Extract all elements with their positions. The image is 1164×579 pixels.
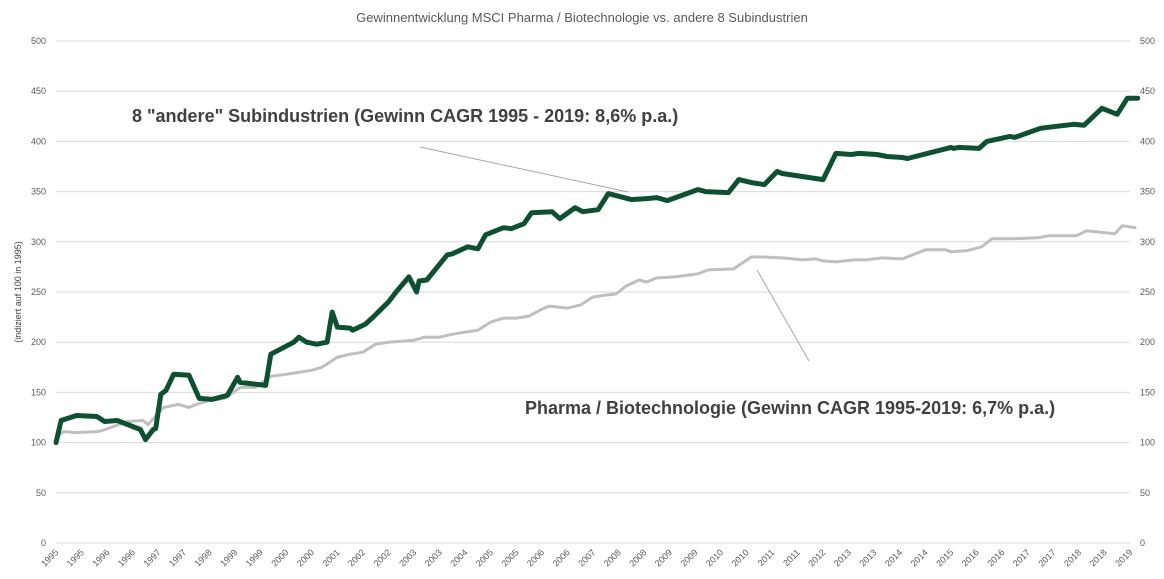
y-tick-label-right: 500 [1140,36,1155,46]
x-tick-label: 2002 [372,547,393,568]
x-tick-label: 2016 [960,547,981,568]
x-tick-label: 2006 [551,547,572,568]
y-axis-label: (indiziert auf 100 in 1995) [13,241,23,343]
y-tick-label-right: 300 [1140,237,1155,247]
x-tick-label: 2004 [448,547,469,568]
annotation-leader-line-andere [419,146,629,193]
y-tick-label-right: 0 [1140,538,1145,548]
x-tick-label: 2018 [1062,547,1083,568]
y-tick-label-left: 200 [31,337,46,347]
y-tick-label-left: 0 [41,538,46,548]
x-tick-label: 1998 [193,547,214,568]
x-tick-label: 2011 [781,547,802,568]
x-tick-label: 2013 [857,547,878,568]
x-tick-label: 1999 [218,547,239,568]
x-tick-label: 2002 [346,547,367,568]
y-tick-label-left: 350 [31,187,46,197]
x-tick-label: 2010 [730,547,751,568]
x-tick-label: 2019 [1113,547,1134,568]
x-tick-label: 2012 [806,547,827,568]
y-tick-label-left: 500 [31,36,46,46]
x-tick-label: 2015 [934,547,955,568]
x-tick-label: 1997 [141,547,162,568]
x-tick-label: 2009 [653,547,674,568]
x-tick-label: 1997 [167,547,188,568]
x-tick-label: 1999 [244,547,265,568]
y-tick-label-left: 450 [31,86,46,96]
x-tick-label: 2005 [474,547,495,568]
y-tick-label-right: 200 [1140,337,1155,347]
y-tick-label-right: 350 [1140,187,1155,197]
y-tick-label-left: 250 [31,287,46,297]
y-tick-label-right: 150 [1140,387,1155,397]
x-tick-label: 2008 [602,547,623,568]
y-tick-label-left: 150 [31,387,46,397]
y-tick-label-right: 400 [1140,136,1155,146]
y-axis-left: 0 50 100 150 200 250 300 350 400 450 500 [31,36,46,548]
x-tick-label: 2009 [678,547,699,568]
x-tick-label: 2017 [1036,547,1057,568]
y-tick-label-left: 100 [31,438,46,448]
y-axis-right: 0 50 100 150 200 250 300 350 400 450 500 [1140,36,1155,548]
annotation-leader-line-pharma [756,269,810,362]
x-tick-label: 2001 [320,547,341,568]
series-group [53,95,1141,446]
x-tick-label: 2014 [909,547,930,568]
series-line-andere-subindustrien [53,95,1141,446]
x-tick-label: 2007 [576,547,597,568]
x-tick-label: 1996 [90,547,111,568]
x-tick-label: 2014 [883,547,904,568]
annotation-andere: 8 "andere" Subindustrien (Gewinn CAGR 19… [132,106,678,126]
x-tick-label: 1995 [65,547,86,568]
x-tick-label: 2018 [1088,547,1109,568]
x-tick-label: 2005 [499,547,520,568]
x-tick-label: 2013 [832,547,853,568]
y-tick-label-right: 450 [1140,86,1155,96]
x-tick-label: 2011 [756,547,777,568]
x-tick-label: 2010 [704,547,725,568]
chart-title: Gewinnentwicklung MSCI Pharma / Biotechn… [356,10,808,25]
x-tick-label: 2000 [269,547,290,568]
y-tick-label-left: 50 [36,488,46,498]
x-tick-label: 2006 [525,547,546,568]
y-tick-label-right: 50 [1140,488,1150,498]
y-tick-label-left: 400 [31,136,46,146]
gridlines [56,40,1130,544]
x-tick-label: 1995 [39,547,60,568]
y-tick-label-right: 250 [1140,287,1155,297]
x-tick-label: 1996 [116,547,137,568]
x-tick-label: 2000 [295,547,316,568]
x-tick-label: 2008 [627,547,648,568]
annotation-pharma: Pharma / Biotechnologie (Gewinn CAGR 199… [525,398,1055,418]
x-tick-label: 2003 [397,547,418,568]
y-tick-label-right: 100 [1140,438,1155,448]
x-tick-label: 2016 [985,547,1006,568]
x-tick-label: 2017 [1011,547,1032,568]
y-tick-label-left: 300 [31,237,46,247]
x-tick-label: 2003 [423,547,444,568]
x-axis: 1995 1995 1996 1996 1997 1997 1998 1999 1999 2000… [39,547,1134,568]
